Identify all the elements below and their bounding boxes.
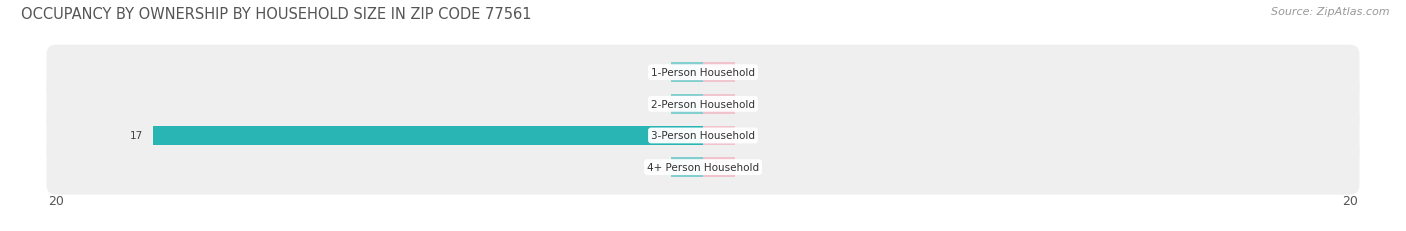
Bar — [671, 158, 703, 177]
Bar — [153, 126, 703, 146]
Text: 0: 0 — [745, 99, 752, 109]
Text: 17: 17 — [131, 131, 143, 141]
Text: 3-Person Household: 3-Person Household — [651, 131, 755, 141]
Text: 0: 0 — [654, 68, 661, 78]
Bar — [703, 158, 735, 177]
Bar — [703, 126, 735, 146]
Text: 2-Person Household: 2-Person Household — [651, 99, 755, 109]
Text: 0: 0 — [654, 162, 661, 172]
Text: 0: 0 — [745, 162, 752, 172]
FancyBboxPatch shape — [46, 140, 1360, 195]
FancyBboxPatch shape — [46, 108, 1360, 163]
Bar — [671, 63, 703, 83]
Text: 0: 0 — [654, 99, 661, 109]
Bar — [703, 63, 735, 83]
FancyBboxPatch shape — [46, 46, 1360, 100]
FancyBboxPatch shape — [46, 77, 1360, 132]
Text: Source: ZipAtlas.com: Source: ZipAtlas.com — [1271, 7, 1389, 17]
Text: 1-Person Household: 1-Person Household — [651, 68, 755, 78]
Bar — [671, 95, 703, 114]
Text: 0: 0 — [745, 68, 752, 78]
Text: 4+ Person Household: 4+ Person Household — [647, 162, 759, 172]
Text: OCCUPANCY BY OWNERSHIP BY HOUSEHOLD SIZE IN ZIP CODE 77561: OCCUPANCY BY OWNERSHIP BY HOUSEHOLD SIZE… — [21, 7, 531, 22]
Bar — [703, 95, 735, 114]
Text: 0: 0 — [745, 131, 752, 141]
